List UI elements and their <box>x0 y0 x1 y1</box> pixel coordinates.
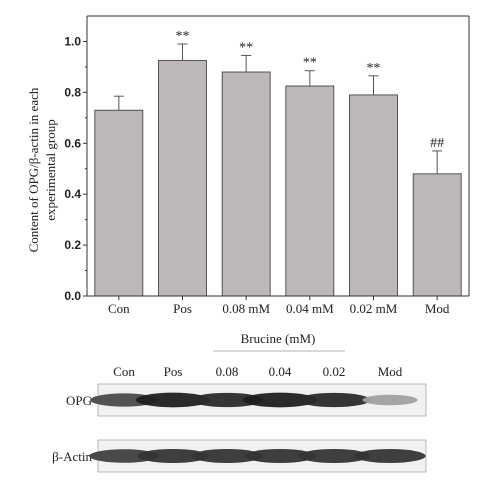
y-tick-label: 0.6 <box>64 136 81 150</box>
y-tick-label: 0.0 <box>64 289 81 303</box>
x-tick-label: 0.04 mM <box>286 301 334 316</box>
bar <box>158 60 207 297</box>
group-label: Brucine (mM) <box>241 331 316 346</box>
significance-label: ** <box>176 29 190 44</box>
significance-label: ## <box>430 136 444 151</box>
significance-label: ** <box>367 61 381 76</box>
blot-row-label: β-Actin <box>52 449 92 464</box>
blot-band <box>297 392 371 408</box>
bar <box>94 109 144 297</box>
blot-band <box>190 392 264 408</box>
blot-band <box>244 449 316 463</box>
y-axis-title: Content of OPG/β-actin in each experimen… <box>26 87 58 252</box>
y-tick-label: 1.0 <box>64 34 81 48</box>
blot-lane-label: 0.08 <box>216 364 239 379</box>
significance-label: ** <box>239 40 253 55</box>
blot-lane-label: 0.02 <box>323 364 346 379</box>
y-tick-label: 0.4 <box>64 187 81 201</box>
blot-row-label: OPG <box>66 393 92 408</box>
blot-band <box>298 449 370 463</box>
axes: Con Pos 0.08 mM 0.04 mM 0.02 mM Mod 0.0 0.2 0.4 0… <box>64 15 470 316</box>
bar <box>285 85 335 297</box>
blot-band <box>354 449 426 463</box>
blot-lane-label: 0.04 <box>269 364 292 379</box>
y-tick-label: 0.2 <box>64 238 81 252</box>
x-tick-label: 0.08 mM <box>222 301 270 316</box>
y-axis-title-line2: experimental group <box>43 119 58 220</box>
blot-lane-label: Pos <box>164 364 183 379</box>
y-axis-title-line1: Content of OPG/β-actin in each <box>26 87 41 252</box>
blot-band <box>191 449 263 463</box>
blot-band <box>137 449 209 463</box>
x-tick-label: 0.02 mM <box>350 301 398 316</box>
significance-label: ** <box>303 56 317 71</box>
y-tick-label: 0.8 <box>64 85 81 99</box>
x-tick-label: Mod <box>425 301 450 316</box>
western-blot: Con Pos 0.08 0.04 0.02 Mod OPG β-Actin <box>52 364 427 473</box>
x-tick-label: Pos <box>173 301 192 316</box>
plot-area: ** ** ** ** ## <box>94 29 462 297</box>
blot-lane-label: Mod <box>378 364 403 379</box>
blot-band <box>135 392 211 408</box>
blot-lane-label: Con <box>113 364 135 379</box>
blot-band <box>362 394 418 406</box>
bar <box>412 173 462 297</box>
blot-band <box>242 392 318 408</box>
bar <box>221 71 271 297</box>
bar <box>349 94 398 297</box>
x-tick-label: Con <box>108 301 130 316</box>
blot-band <box>89 449 159 463</box>
